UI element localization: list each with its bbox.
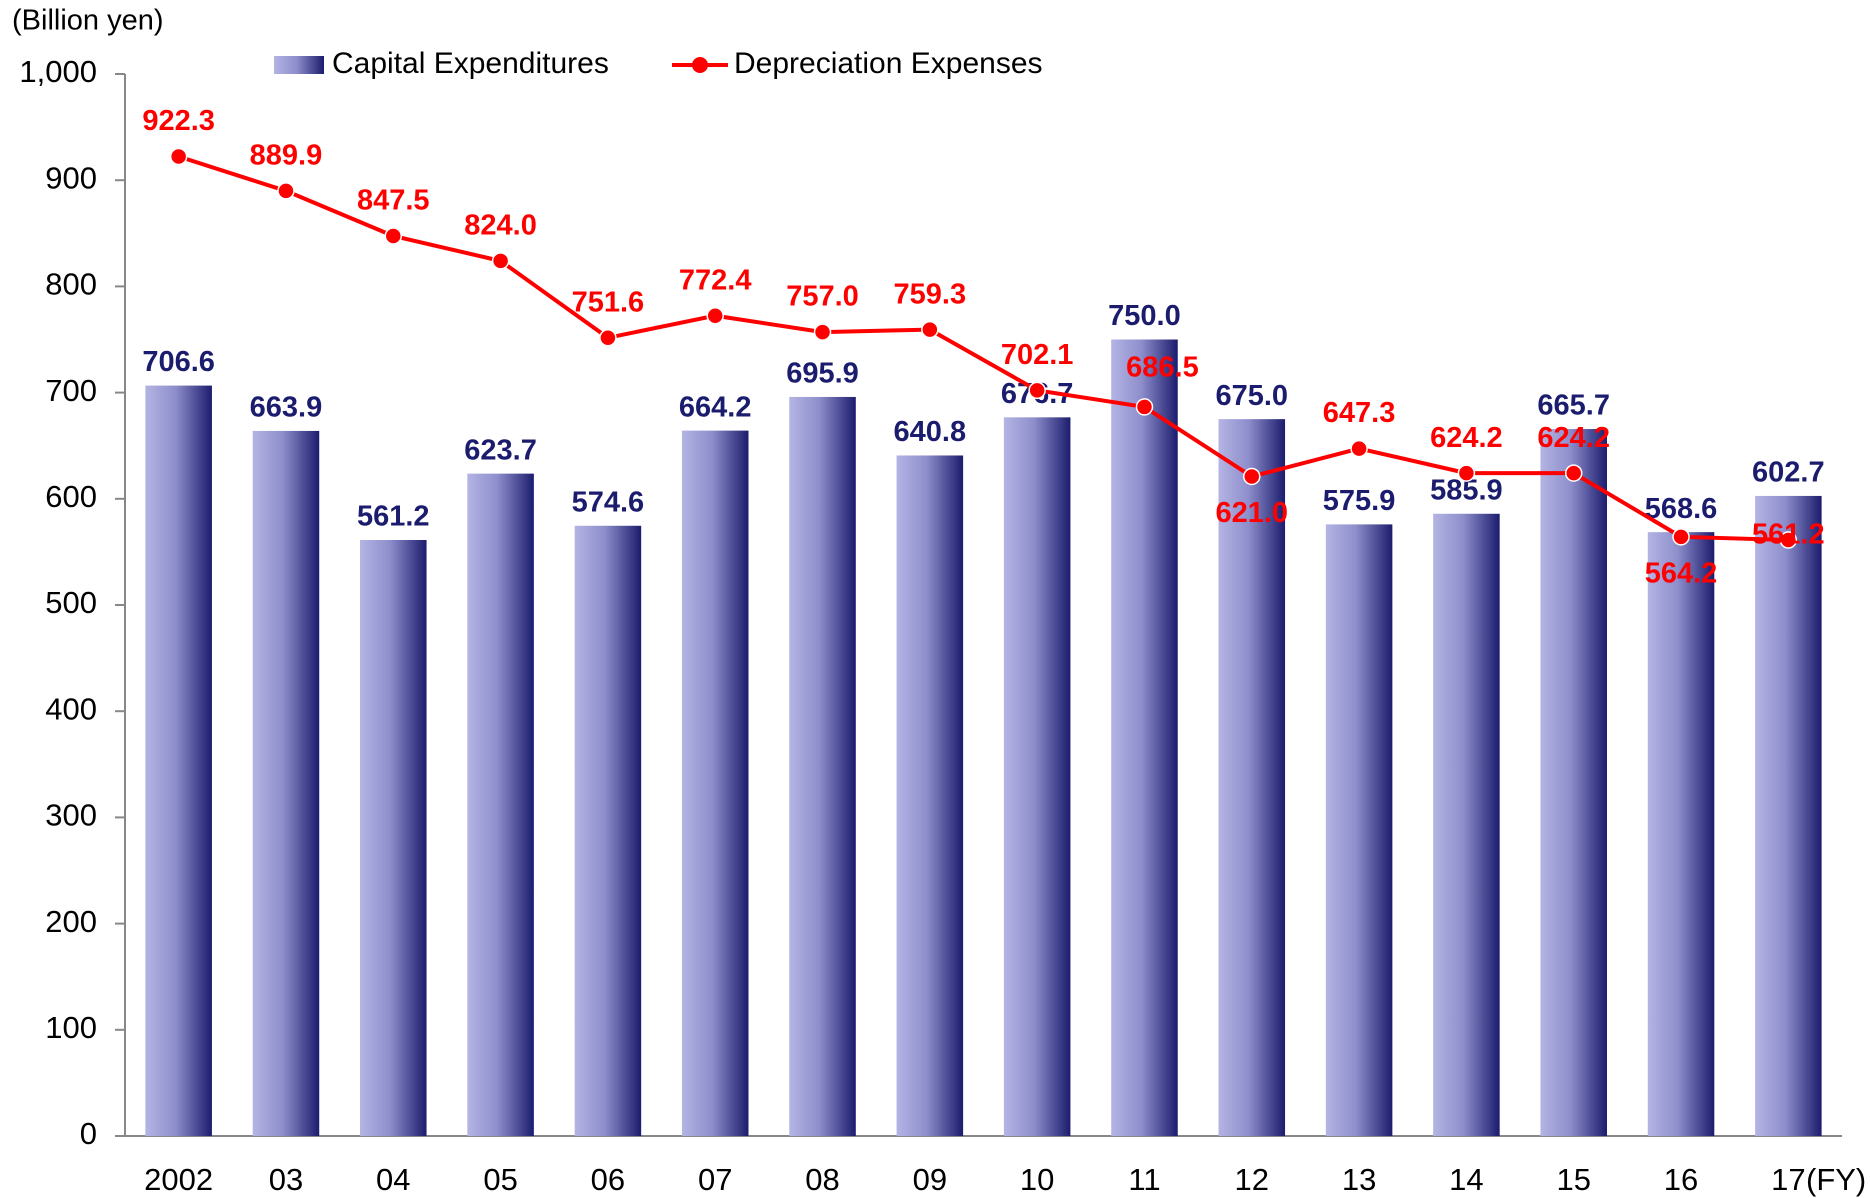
bar-value-label: 664.2 — [679, 391, 752, 423]
x-tick-label: 12 — [1235, 1162, 1269, 1197]
line-value-label: 889.9 — [250, 140, 323, 172]
x-tick-label: 17 — [1771, 1162, 1805, 1197]
line-value-label: 624.2 — [1430, 422, 1503, 454]
x-tick-label: 14 — [1449, 1162, 1483, 1197]
y-axis-label: (Billion yen) — [12, 5, 164, 37]
x-tick-label: 04 — [376, 1162, 410, 1197]
line-value-label: 621.0 — [1215, 497, 1288, 529]
line-point — [1779, 531, 1798, 549]
line-point — [813, 323, 832, 341]
x-tick-label: 09 — [913, 1162, 947, 1197]
line-point — [169, 147, 188, 166]
bar — [145, 385, 212, 1136]
bar — [1647, 532, 1715, 1136]
line-point — [706, 306, 724, 325]
line-point — [491, 252, 510, 270]
bar — [789, 396, 856, 1136]
bar — [467, 473, 534, 1136]
bar-value-label: 750.0 — [1108, 300, 1181, 332]
line-value-label: 847.5 — [357, 185, 430, 217]
legend-marker — [692, 57, 708, 73]
line-value-label: 647.3 — [1323, 397, 1396, 429]
legend-swatch — [274, 56, 324, 74]
line-value-label: 561.2 — [1752, 519, 1825, 551]
y-tick-label: 600 — [45, 479, 97, 514]
y-tick-label: 0 — [80, 1116, 97, 1151]
line-point — [277, 182, 295, 200]
y-tick-label: 300 — [45, 798, 97, 833]
x-tick-label: 11 — [1128, 1162, 1160, 1197]
line-value-label: 751.6 — [572, 286, 645, 318]
y-tick-label: 200 — [45, 904, 97, 939]
line-value-label: 922.3 — [142, 105, 215, 137]
y-tick-label: 1,000 — [19, 54, 97, 89]
bar-value-label: 663.9 — [250, 392, 323, 424]
line-value-label: 757.0 — [786, 281, 859, 313]
x-tick-label: 16 — [1664, 1162, 1698, 1197]
bar — [1755, 495, 1822, 1136]
line-point — [1672, 528, 1690, 546]
bar — [1325, 524, 1393, 1136]
y-tick-label: 800 — [45, 267, 97, 302]
line-value-label: 772.4 — [679, 264, 752, 296]
line-point — [1564, 464, 1583, 482]
x-axis-label: (FY) — [1806, 1162, 1866, 1197]
bar — [1218, 419, 1286, 1136]
x-tick-label: 03 — [269, 1162, 303, 1197]
x-tick-label: 06 — [591, 1162, 625, 1197]
bar — [574, 525, 642, 1136]
line-value-label: 702.1 — [1001, 339, 1074, 371]
x-tick-label: 05 — [483, 1162, 517, 1197]
y-tick-label: 100 — [45, 1010, 97, 1045]
line-value-label: 759.3 — [894, 278, 967, 310]
line-point — [384, 227, 403, 245]
bar — [1433, 513, 1500, 1136]
line-point — [599, 329, 617, 347]
x-tick-label: 10 — [1020, 1162, 1054, 1197]
bar — [681, 430, 749, 1136]
x-tick-label: 08 — [805, 1162, 839, 1197]
bar-value-label: 623.7 — [464, 434, 537, 466]
line-value-label: 624.2 — [1537, 422, 1610, 454]
bar-value-label: 561.2 — [357, 501, 430, 533]
bar — [252, 430, 320, 1136]
line-point — [921, 320, 939, 339]
legend-label: Depreciation Expenses — [734, 47, 1043, 80]
legend-label: Capital Expenditures — [332, 47, 609, 80]
line-point — [1135, 398, 1154, 416]
bar — [896, 455, 964, 1136]
line-point — [1457, 464, 1476, 482]
line — [178, 154, 1789, 543]
bar-value-label: 602.7 — [1752, 457, 1825, 489]
line-value-label: 686.5 — [1126, 352, 1199, 384]
y-tick-label: 700 — [45, 373, 97, 408]
bar — [1003, 417, 1071, 1136]
bar — [360, 540, 427, 1136]
bar — [1540, 429, 1607, 1136]
x-tick-label: 13 — [1342, 1162, 1376, 1197]
x-tick-label: 2002 — [144, 1162, 213, 1197]
bar-value-label: 640.8 — [894, 416, 967, 448]
y-tick-label: 500 — [45, 585, 97, 620]
bar-value-label: 695.9 — [786, 358, 859, 390]
bar-value-label: 575.9 — [1323, 485, 1396, 517]
bar — [1111, 339, 1178, 1136]
bar-value-label: 706.6 — [142, 346, 215, 378]
y-tick-label: 900 — [45, 160, 97, 195]
y-tick-label: 400 — [45, 691, 97, 726]
bar-value-label: 574.6 — [572, 486, 645, 518]
line-point — [1028, 381, 1046, 400]
bar-value-label: 675.0 — [1215, 380, 1288, 412]
line-point — [1350, 439, 1368, 458]
x-tick-label: 15 — [1556, 1162, 1590, 1197]
line-point — [1243, 467, 1261, 486]
line-value-label: 824.0 — [464, 210, 537, 242]
x-tick-label: 07 — [698, 1162, 732, 1197]
bar-value-label: 568.6 — [1645, 493, 1718, 525]
bar-value-label: 665.7 — [1537, 390, 1610, 422]
line-value-label: 564.2 — [1645, 557, 1718, 589]
